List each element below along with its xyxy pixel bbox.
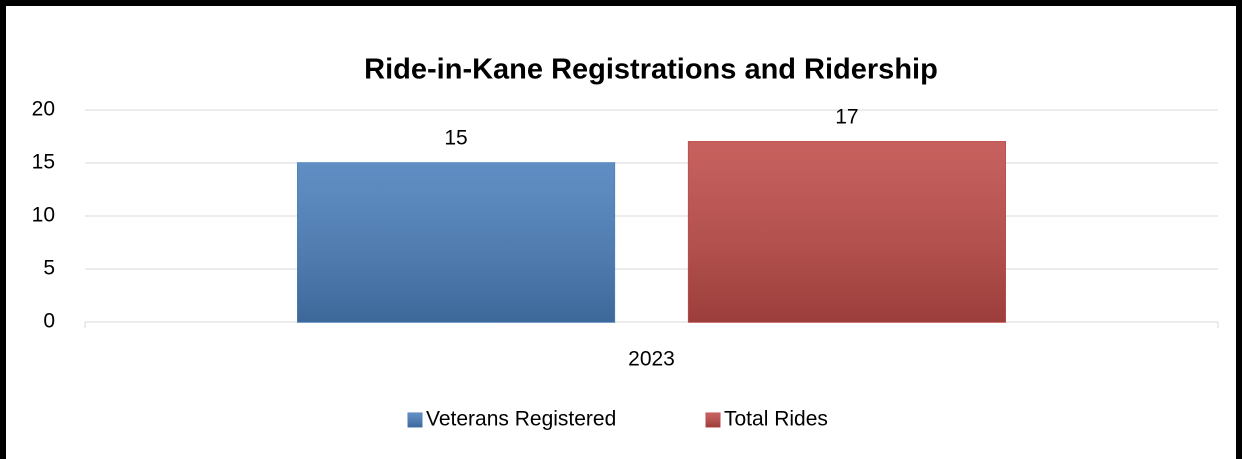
y-tick-label: 0: [43, 310, 55, 333]
bar-shade: [297, 163, 615, 322]
x-tick-label: 2023: [628, 348, 675, 371]
legend-swatch-shade: [706, 413, 720, 427]
data-label: 15: [444, 127, 467, 150]
y-tick-label: 15: [32, 151, 55, 174]
bar-shade: [688, 141, 1006, 322]
data-label: 17: [835, 105, 858, 128]
chart-title: Ride-in-Kane Registrations and Ridership: [364, 54, 938, 86]
legend-swatch-shade: [408, 413, 422, 427]
y-tick-label: 20: [32, 98, 55, 121]
legend-label: Veterans Registered: [426, 408, 616, 431]
y-tick-label: 10: [32, 204, 55, 227]
legend-label: Total Rides: [724, 408, 828, 431]
y-tick-label: 5: [43, 257, 55, 280]
